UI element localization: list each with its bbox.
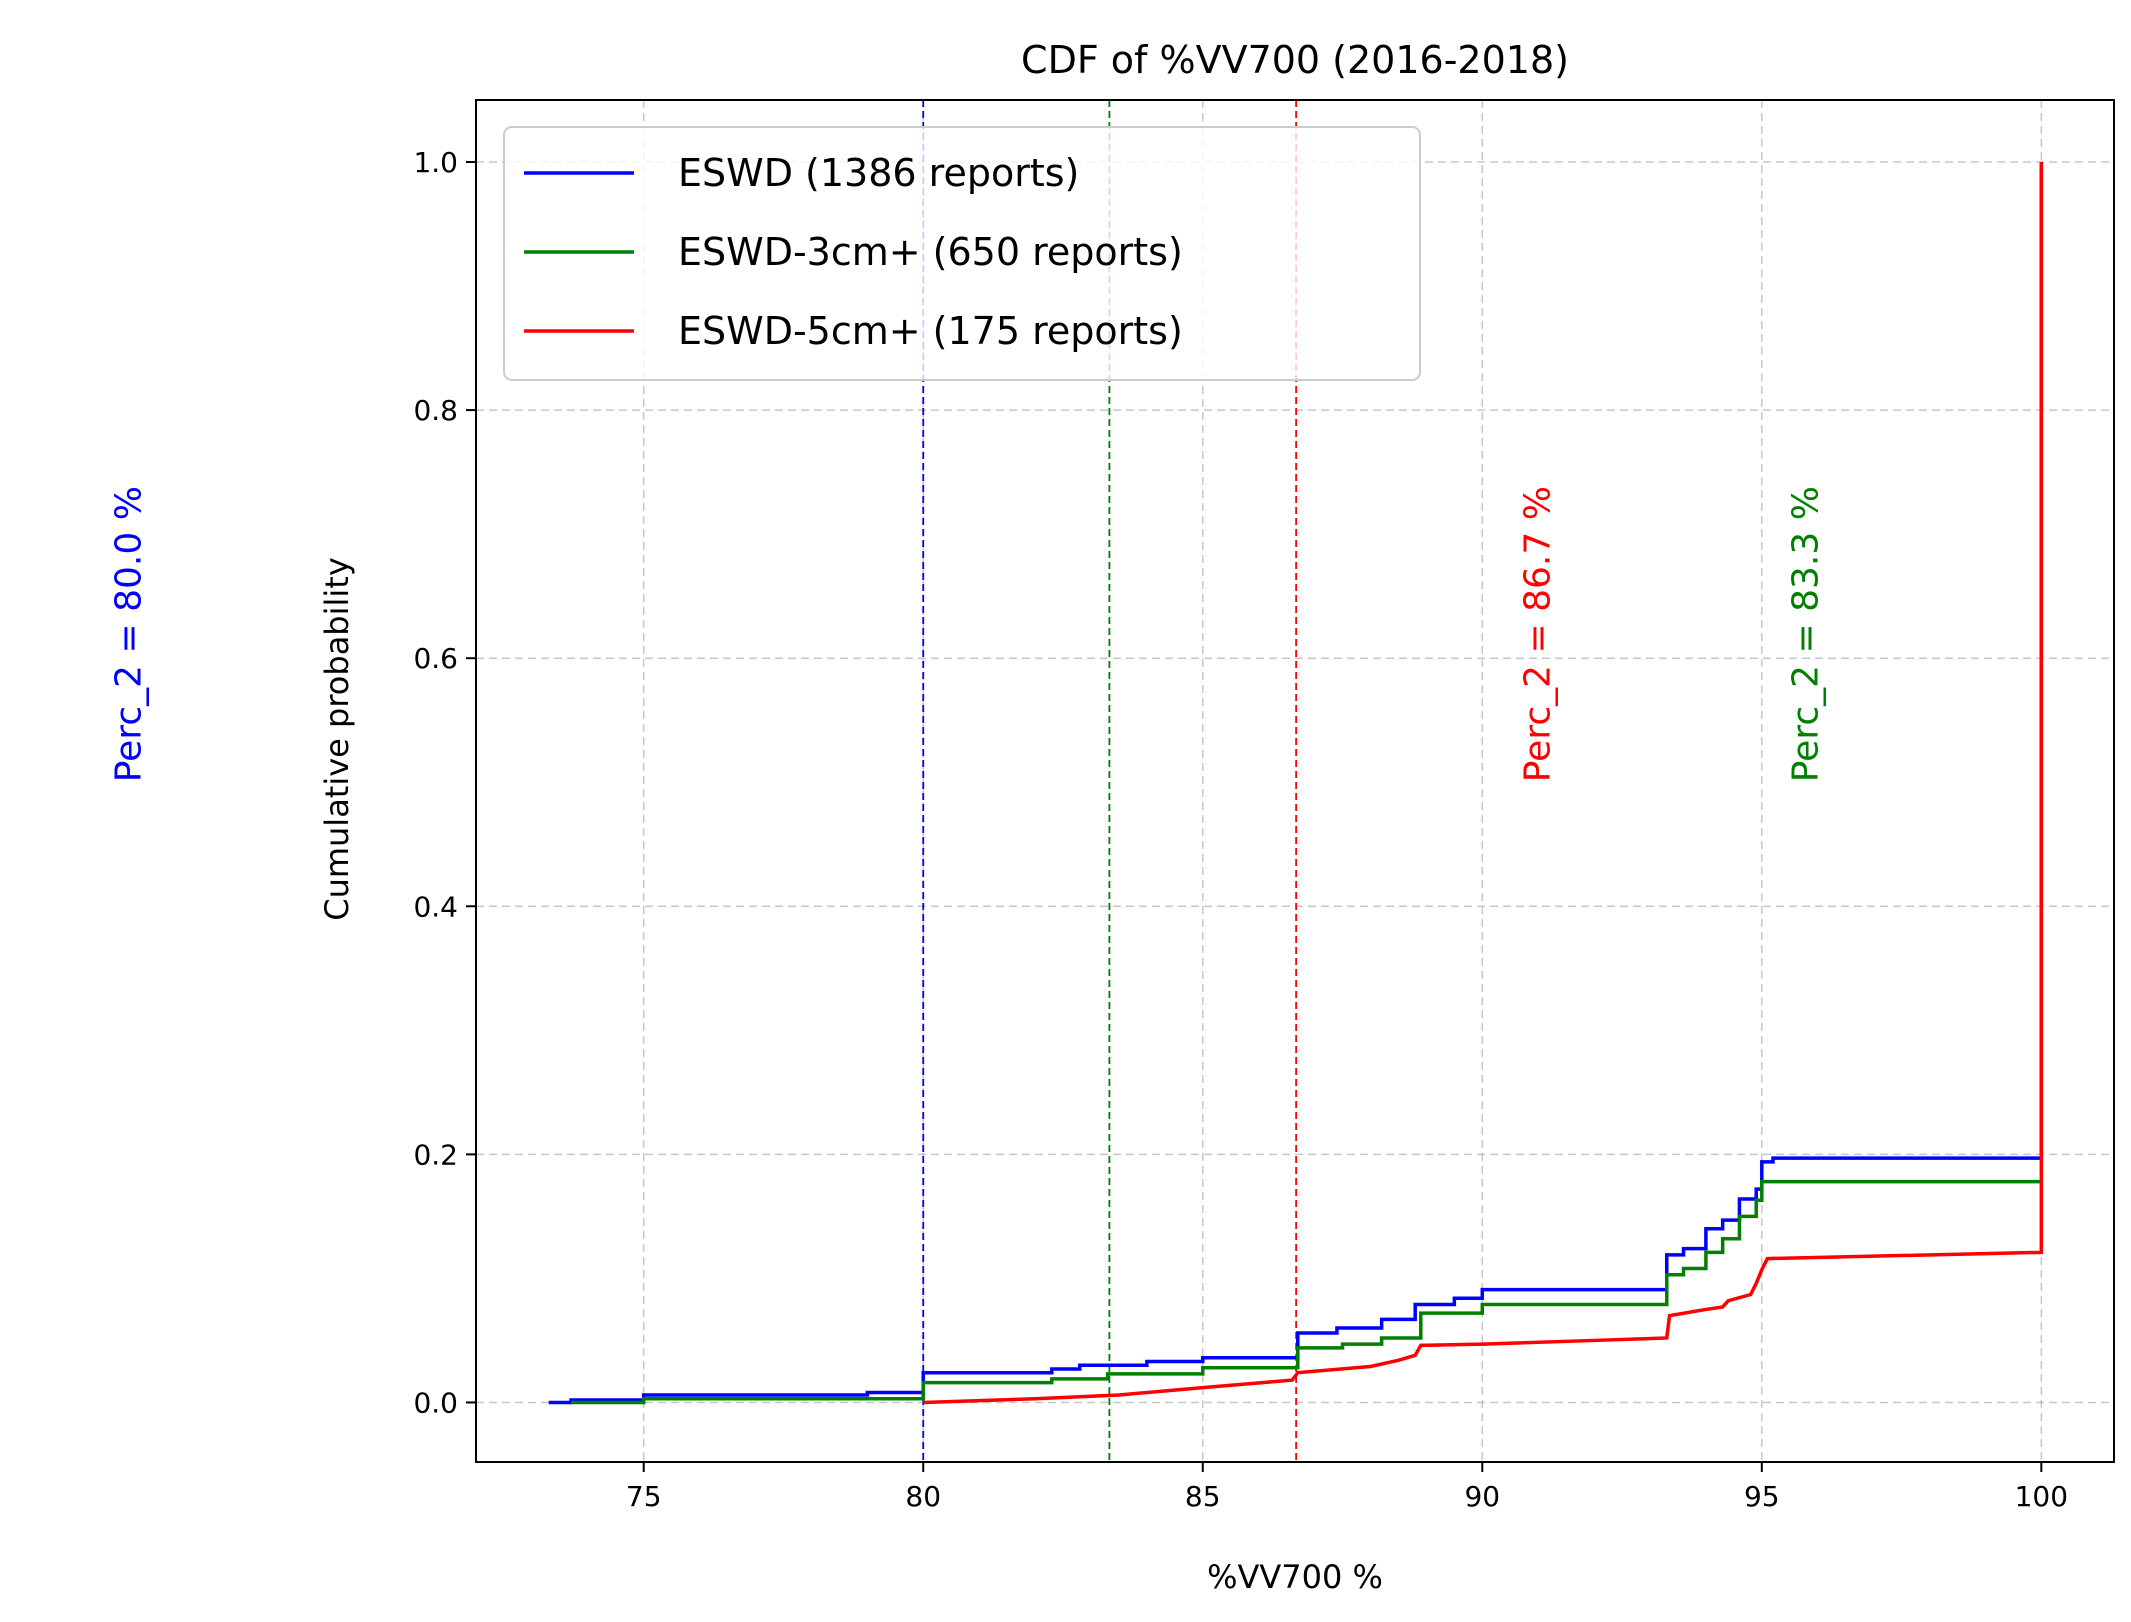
x-axis-label: %VV700 % bbox=[1207, 1558, 1383, 1596]
x-tick-label: 75 bbox=[626, 1480, 662, 1513]
y-axis-ticks: 0.0 0.2 0.4 0.6 0.8 1.0 bbox=[413, 146, 476, 1419]
legend-box bbox=[503, 126, 1421, 381]
y-tick-label: 0.4 bbox=[413, 890, 458, 923]
x-tick-label: 85 bbox=[1185, 1480, 1221, 1513]
series-lines bbox=[548, 162, 2044, 1405]
y-tick-label: 0.0 bbox=[413, 1386, 458, 1419]
series-line bbox=[548, 162, 2044, 1405]
x-tick-label: 90 bbox=[1464, 1480, 1500, 1513]
y-tick-label: 1.0 bbox=[413, 146, 458, 179]
series-line bbox=[571, 1179, 2042, 1405]
y-tick-label: 0.8 bbox=[413, 394, 458, 427]
y-tick-label: 0.6 bbox=[413, 642, 458, 675]
legend: ESWD (1386 reports) ESWD-3cm+ (650 report… bbox=[503, 126, 1421, 381]
plot-frame bbox=[475, 99, 2115, 1463]
y-tick-label: 0.2 bbox=[413, 1138, 458, 1171]
x-tick-label: 100 bbox=[2015, 1480, 2068, 1513]
percentile-annotation: Perc_2 = 86.7 % bbox=[1517, 486, 1558, 782]
x-tick-label: 80 bbox=[905, 1480, 941, 1513]
percentile-annotation: Perc_2 = 80.0 % bbox=[109, 486, 150, 782]
x-axis-ticks: 75 80 85 90 95 100 bbox=[626, 1462, 2068, 1513]
percentile-annotations: Perc_2 = 80.0 % Perc_2 = 86.7 % Perc_2 = 8… bbox=[109, 486, 1827, 782]
y-axis-label: Cumulative probability bbox=[318, 557, 356, 921]
chart-title: CDF of %VV700 (2016-2018) bbox=[1021, 38, 1569, 82]
series-line bbox=[923, 162, 2044, 1405]
legend-label: ESWD-3cm+ (650 reports) bbox=[678, 230, 1183, 274]
x-tick-label: 95 bbox=[1744, 1480, 1780, 1513]
legend-label: ESWD (1386 reports) bbox=[678, 151, 1079, 195]
legend-label: ESWD-5cm+ (175 reports) bbox=[678, 309, 1183, 353]
percentile-annotation: Perc_2 = 83.3 % bbox=[1786, 486, 1827, 782]
